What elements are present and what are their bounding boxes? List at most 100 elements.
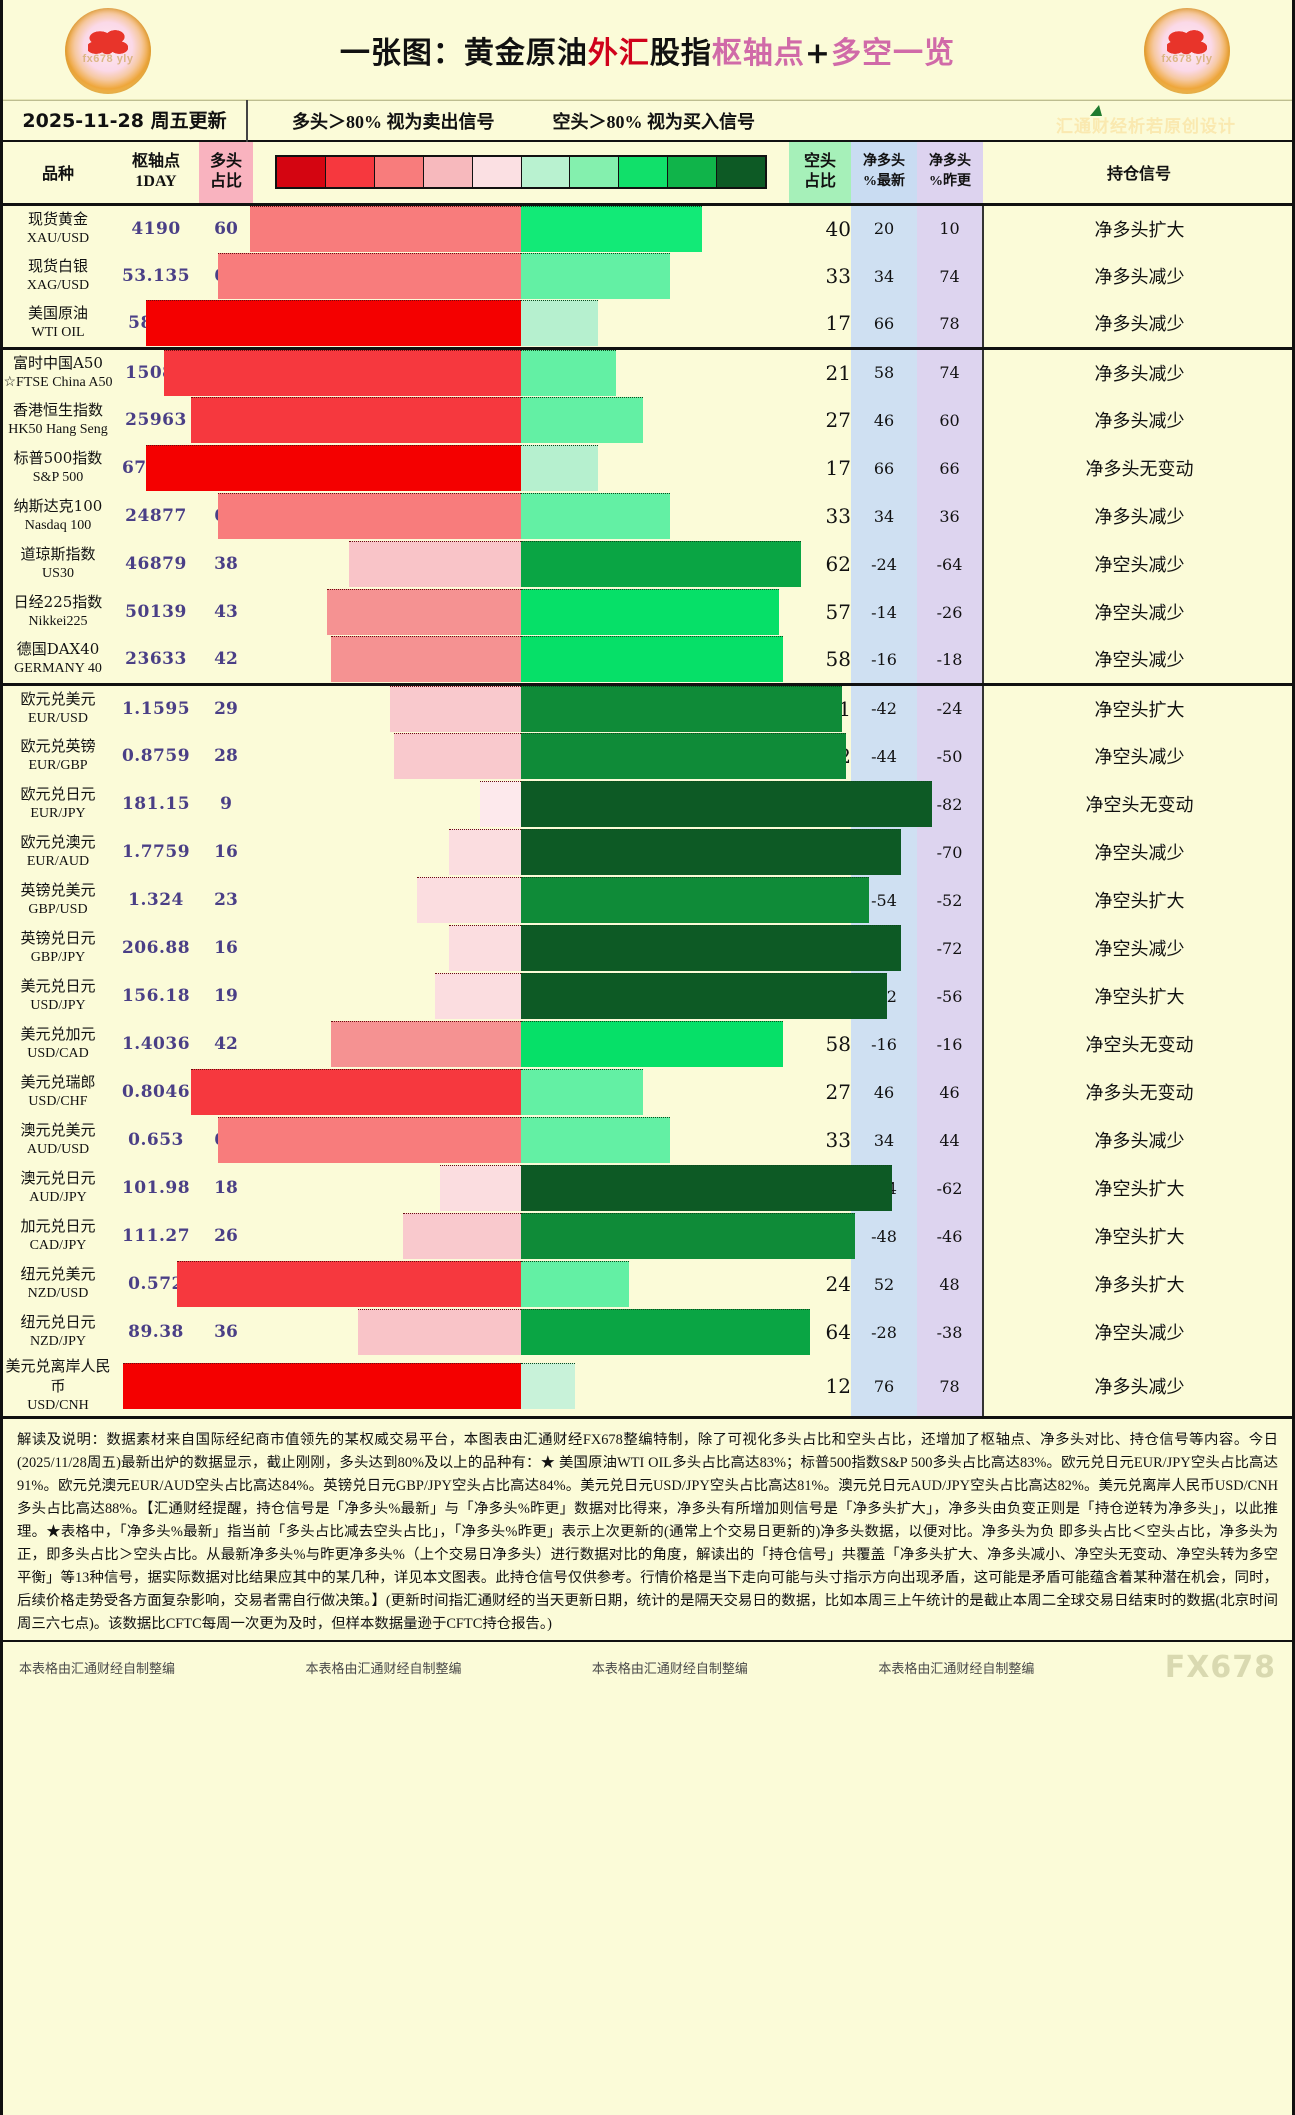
cell-long-percent: 36	[214, 1322, 238, 1342]
instrument-name-cn: 澳元兑日元	[20, 1169, 96, 1187]
bar-segment-long	[417, 877, 521, 923]
cell-position-signal: 净多头扩大	[982, 1260, 1295, 1308]
bar-segment-long	[349, 541, 521, 587]
cell-net-long-latest: 58	[851, 348, 917, 396]
instrument-name-cn: 纽元兑美元	[20, 1265, 96, 1283]
col-header-signal: 持仓信号	[983, 142, 1295, 206]
cell-long-percent: 16	[214, 842, 238, 862]
diverging-bar	[145, 300, 598, 347]
table-row: 美国原油WTI OIL58.8283176678净多头减少	[3, 300, 1295, 350]
cell-long-percent: 19	[214, 986, 238, 1006]
instrument-name-en: HK50 Hang Seng	[8, 422, 108, 437]
col-header-long-l2: 占比	[209, 173, 242, 191]
credit-item-2: 本表格由汇通财经自制整编	[305, 1661, 462, 1676]
instrument-name-cn: 澳元兑美元	[20, 1121, 96, 1139]
cell-instrument: 富时中国A50 ☆FTSE China A50	[3, 348, 113, 396]
cell-short-percent: 12	[825, 1374, 851, 1398]
bar-segment-long	[191, 1069, 521, 1115]
cell-long-percent: 42	[199, 636, 253, 686]
cell-pivot-point: 1.4036	[121, 1034, 191, 1054]
col-header-short-pct: 空头 占比	[789, 142, 851, 206]
cell-short-percent: 33	[825, 1128, 851, 1152]
cell-net-long-latest: 52	[851, 1260, 917, 1308]
instrument-name-en: ☆FTSE China A50	[3, 374, 113, 390]
cell-short-percent: 17	[789, 300, 851, 350]
cell-long-percent: 38	[214, 554, 238, 574]
footer-credits: 本表格由汇通财经自制整编 本表格由汇通财经自制整编 本表格由汇通财经自制整编 本…	[3, 1640, 1292, 1695]
cell-position-signal: 净空头减少	[982, 1308, 1295, 1356]
credit-item-4: 本表格由汇通财经自制整编	[878, 1661, 1035, 1676]
bar-segment-short	[520, 733, 847, 779]
cell-net-long-previous: -24	[917, 684, 983, 732]
cell-instrument: 现货白银 XAG/USD	[3, 252, 113, 300]
footer-explanation: 解读及说明：数据素材来自国际经纪商市值领先的某权威交易平台，本图表由汇通财经FX…	[3, 1416, 1292, 1640]
cell-net-long-previous: 10	[917, 204, 983, 252]
gold-coin-logo-left-icon: fx678 yly	[65, 8, 151, 94]
cell-sentiment-bar	[191, 396, 789, 444]
diverging-bar	[145, 445, 598, 491]
cell-short-percent: 24	[825, 1272, 851, 1296]
diverging-bar	[331, 636, 784, 683]
bar-segment-long	[435, 973, 521, 1019]
diverging-bar	[177, 1261, 630, 1307]
table-row: 道琼斯指数 US30 46879 38 62 -24 -64 净空头减少	[3, 540, 1295, 588]
diverging-bar	[249, 205, 702, 252]
diverging-bar	[191, 397, 644, 443]
legend-swatch-1	[325, 157, 375, 188]
col-header-net-latest: 净多头 %最新	[851, 142, 917, 206]
bar-segment-long	[218, 1117, 521, 1163]
instrument-name-cn: 美国原油	[27, 304, 88, 323]
bar-segment-long	[218, 253, 521, 299]
cell-short-percent: 57	[825, 600, 851, 624]
cell-short-percent: 64	[825, 1320, 851, 1344]
cell-position-signal: 净多头扩大	[982, 204, 1295, 252]
instrument-name-en: EUR/JPY	[30, 806, 86, 821]
diverging-bar	[218, 1117, 671, 1163]
cell-net-long-latest: -24	[851, 540, 917, 588]
bar-segment-long	[249, 205, 521, 252]
instrument-name-cn: 香港恒生指数	[12, 401, 103, 419]
cell-net-long-previous: -64	[917, 540, 983, 588]
instrument-name-cn: 现货白银	[27, 257, 88, 275]
cell-net-long-previous: -70	[917, 828, 983, 876]
cell-sentiment-bar	[253, 828, 901, 876]
instrument-name-cn: 德国DAX40	[16, 640, 100, 659]
instrument-name-cn: 美元兑日元	[20, 977, 96, 995]
cell-net-long-previous: -46	[917, 1212, 983, 1260]
table-row: 美元兑加元 USD/CAD 1.4036 42 58 -16 -16 净空头无变动	[3, 1020, 1295, 1068]
bar-segment-short	[520, 1021, 784, 1067]
cell-pivot-point: 46879	[125, 554, 187, 574]
instrument-name-cn: 美元兑加元	[20, 1025, 96, 1043]
cell-net-long-previous: -62	[917, 1164, 983, 1212]
gold-coin-logo-right-icon: fx678 yly	[1144, 8, 1230, 94]
bar-segment-long	[163, 349, 521, 396]
bar-segment-short	[520, 781, 933, 827]
instrument-name-en: XAU/USD	[26, 230, 90, 246]
cell-pivot-point: 0.8759	[121, 746, 191, 766]
bar-segment-long	[331, 636, 521, 683]
cell-instrument: 欧元兑英镑 EUR/GBP	[3, 732, 113, 780]
cell-short-percent: 58	[825, 1032, 851, 1056]
cell-pivot-point: 4190	[131, 218, 181, 239]
bar-segment-long	[331, 1021, 521, 1067]
bar-segment-long	[448, 925, 521, 971]
brand-credit: 汇通财经析若原创设计	[1056, 117, 1236, 136]
title-part-1: 一张图：黄金原油	[339, 35, 588, 71]
instrument-name-cn: 富时中国A50	[13, 353, 103, 372]
diverging-bar	[123, 1363, 576, 1409]
cell-position-signal: 净空头扩大	[982, 684, 1295, 732]
bar-segment-short	[520, 1213, 856, 1259]
col-header-pivot: 枢轴点 1DAY	[113, 142, 199, 206]
cell-short-percent: 33	[825, 504, 851, 528]
page-title: 一张图：黄金原油外汇股指枢轴点+多空一览	[340, 28, 955, 72]
title-part-4: 枢轴点	[711, 35, 805, 71]
instrument-name-en: S&P 500	[32, 470, 84, 485]
cell-position-signal: 净空头减少	[982, 924, 1295, 972]
